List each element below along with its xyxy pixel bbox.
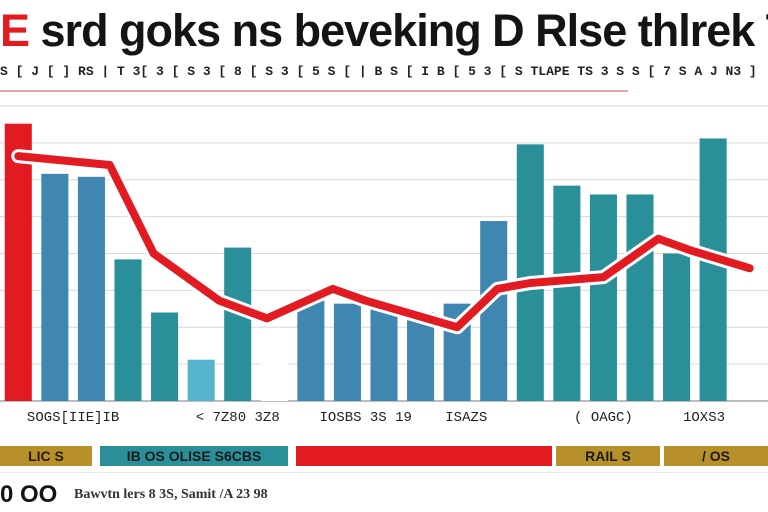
chart-bar bbox=[516, 144, 544, 401]
chart-bar bbox=[407, 312, 435, 401]
page-title: E srd goks ns beveking D Rlse thlrek Tew bbox=[0, 2, 768, 60]
chart-bar bbox=[260, 336, 288, 401]
x-tick-label: ISAZS bbox=[445, 410, 487, 426]
category-band-2: IB OS OLISE S6CBS bbox=[100, 446, 288, 466]
subtitle-divider bbox=[0, 90, 628, 92]
chart-bar bbox=[663, 253, 691, 401]
page-subtitle: S [ J [ ] RS | T 3[ 3 [ S 3 [ 8 [ S 3 [ … bbox=[0, 64, 757, 79]
x-tick-label: ( OAGC) bbox=[574, 410, 633, 426]
category-band-1: LIC S bbox=[0, 446, 92, 466]
x-tick-label: 1OXS3 bbox=[683, 410, 725, 426]
x-tick-label: SOGS[IIE]IB bbox=[27, 410, 119, 426]
x-tick-label: IOSBS 3S 19 bbox=[320, 410, 412, 426]
chart-bar bbox=[41, 173, 69, 401]
footer-number: 0 OO bbox=[0, 481, 58, 508]
chart-bar bbox=[187, 359, 215, 401]
chart-bar bbox=[370, 309, 398, 401]
title-text: srd goks ns beveking D Rlse thlrek Tew bbox=[40, 5, 768, 56]
x-tick-label: < 7Z80 3Z8 bbox=[196, 410, 280, 426]
chart-bar bbox=[589, 194, 617, 401]
chart-bar bbox=[480, 221, 508, 401]
category-band-5: / OS bbox=[664, 446, 768, 466]
chart-bar bbox=[699, 138, 727, 401]
chart-bar bbox=[626, 194, 654, 401]
footer-source-note: Bawvtn lers 8 3S, Samit /A 23 98 bbox=[74, 487, 268, 502]
chart-bars bbox=[4, 123, 727, 401]
chart-bar bbox=[151, 312, 179, 401]
chart-bar bbox=[77, 176, 105, 401]
bar-line-chart: SOGS[IIE]IB < 7Z80 3Z8 IOSBS 3S 19 ISAZS ( O… bbox=[0, 105, 768, 426]
category-band-3 bbox=[296, 446, 552, 466]
chart-bar bbox=[553, 185, 581, 401]
chart-bar bbox=[4, 123, 32, 401]
footer: 0 OO Bawvtn lers 8 3S, Samit /A 23 98 bbox=[0, 472, 768, 512]
chart-tick-labels: SOGS[IIE]IB < 7Z80 3Z8 IOSBS 3S 19 ISAZS ( O… bbox=[27, 410, 725, 426]
title-accent: E bbox=[0, 5, 30, 56]
chart-bar bbox=[224, 247, 252, 401]
chart-bar bbox=[333, 303, 361, 401]
chart-line bbox=[11, 149, 757, 335]
chart-bar bbox=[114, 259, 142, 401]
category-band-4: RAIL S bbox=[556, 446, 660, 466]
chart-bar bbox=[297, 300, 325, 401]
line-series bbox=[14, 152, 754, 332]
